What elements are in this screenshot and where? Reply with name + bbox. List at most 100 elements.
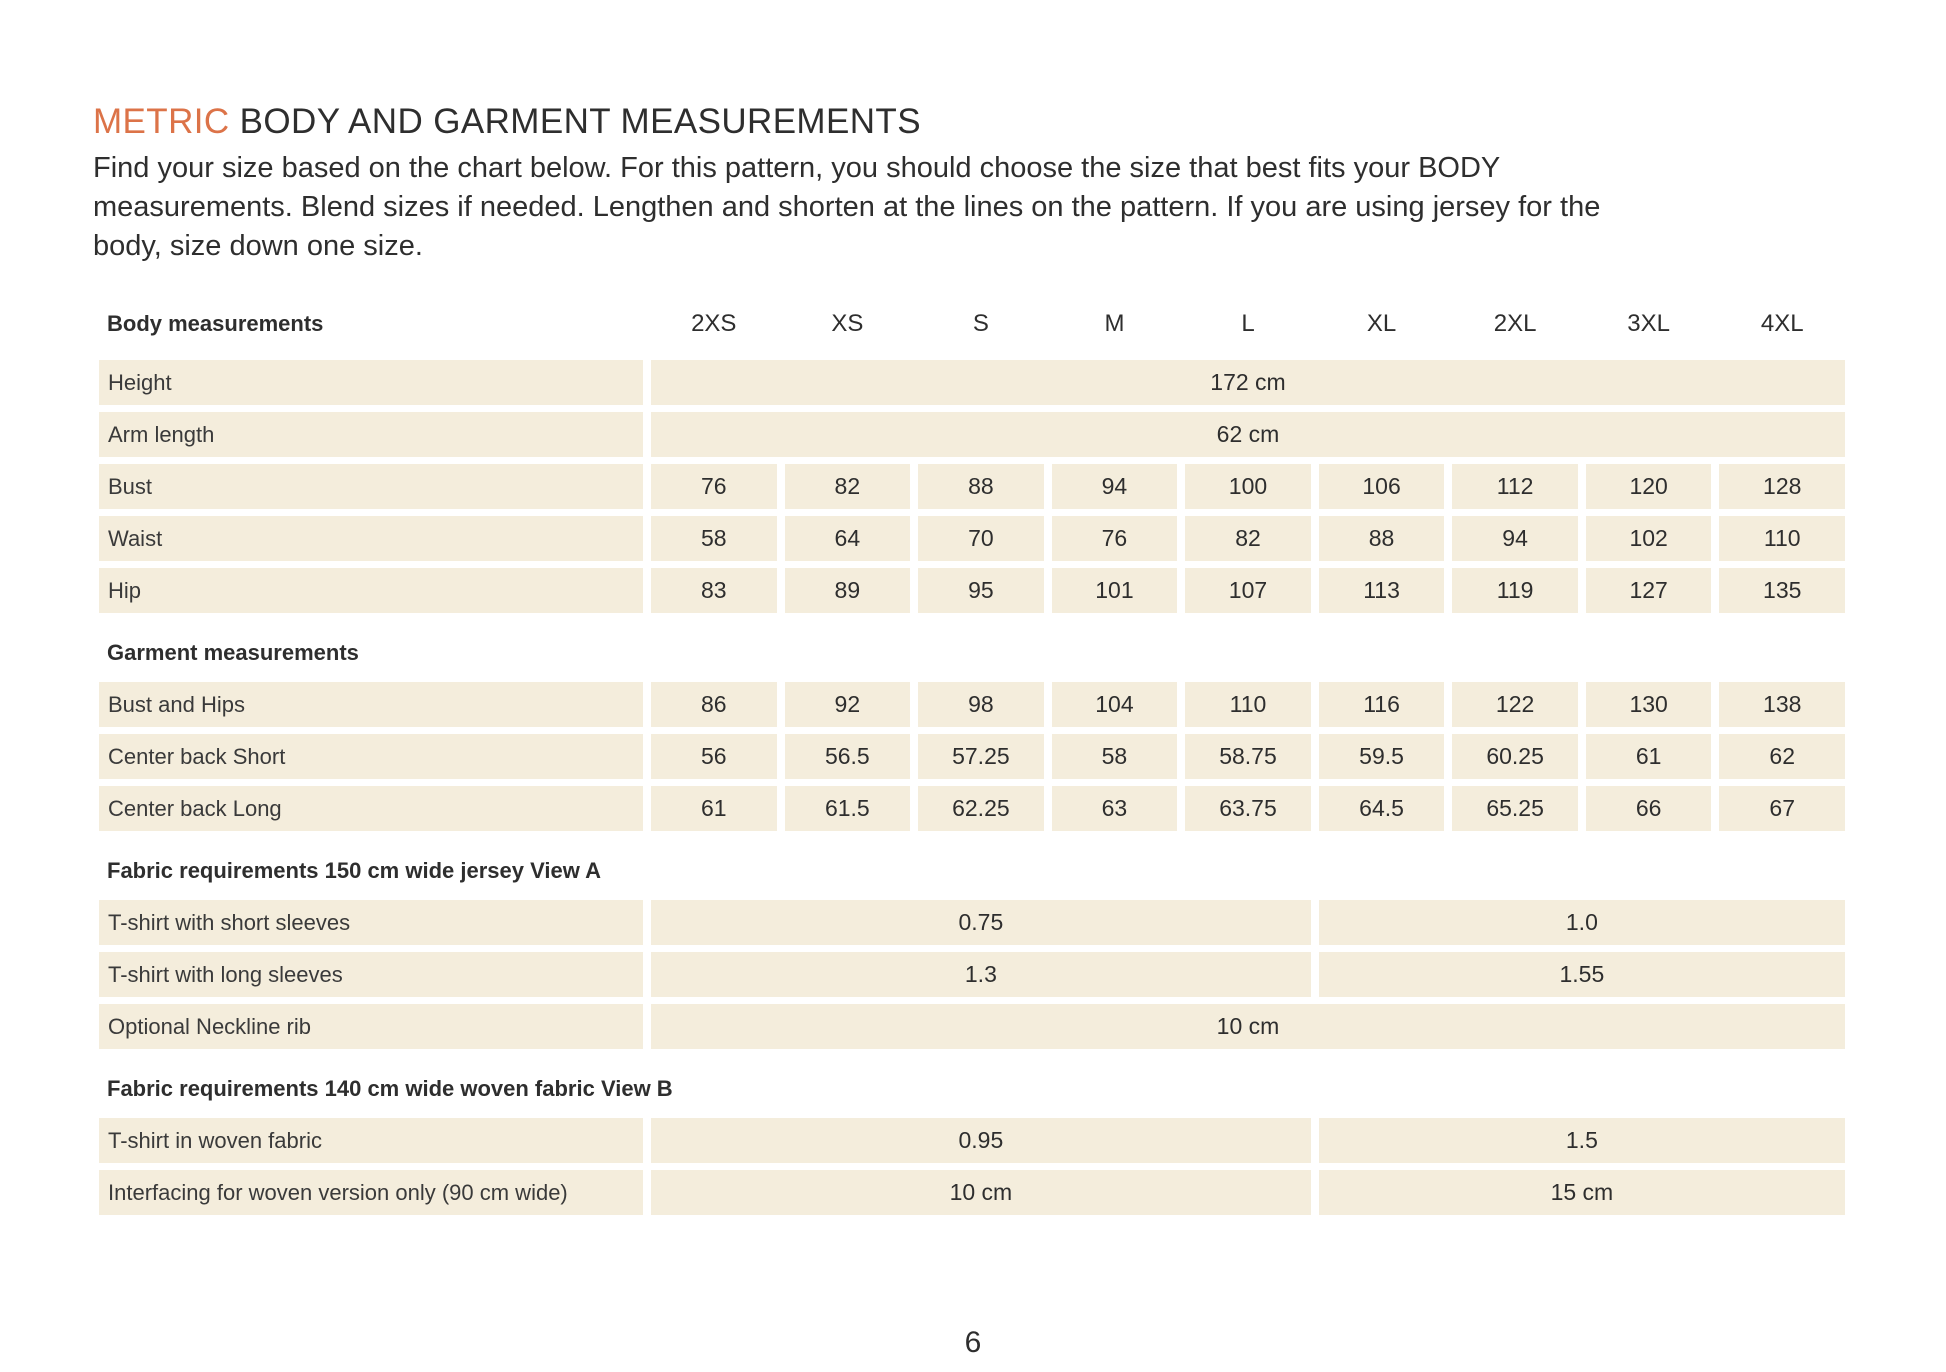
row-label: Bust	[99, 464, 643, 509]
table-row: T-shirt in woven fabric 0.95 1.5	[99, 1118, 1845, 1163]
size-value-cell: 113	[1318, 568, 1445, 613]
size-value-cell: 59.5	[1318, 734, 1445, 779]
row-label: Arm length	[99, 412, 643, 457]
size-value-cell: 61.5	[784, 786, 911, 831]
size-value-cell: 70	[918, 516, 1044, 561]
size-value-cell: 63.75	[1185, 786, 1311, 831]
row-value-sizes-xl-4xl: 15 cm	[1318, 1170, 1845, 1215]
size-value-cell: 58.75	[1185, 734, 1311, 779]
size-value-cell: 94	[1051, 464, 1178, 509]
row-label: Bust and Hips	[99, 682, 643, 727]
size-value-cell: 106	[1318, 464, 1445, 509]
section-header: Fabric requirements 140 cm wide woven fa…	[107, 1076, 673, 1101]
table-row: Center back Short 56 56.5 57.25 58 58.75 59.5 6…	[99, 734, 1845, 779]
row-value-sizes-2xs-l: 1.3	[651, 952, 1311, 997]
table-row: Waist 58 64 70 76 82 88 94 102 110	[99, 516, 1845, 561]
column-header-body-measurements: Body measurements	[107, 311, 324, 336]
intro-line: Find your size based on the chart below.…	[93, 152, 1501, 184]
size-column-header-s: S	[972, 310, 989, 337]
table-row: Bust and Hips 86 92 98 104 110 116 122 130 138	[99, 682, 1845, 727]
row-value-all-sizes: 172 cm	[651, 360, 1845, 405]
size-value-cell: 112	[1452, 464, 1578, 509]
row-label: T-shirt with short sleeves	[99, 900, 643, 945]
table-row: Arm length 62 cm	[99, 412, 1845, 457]
page-title: METRIC BODY AND GARMENT MEASUREMENTS	[93, 100, 1845, 144]
size-value-cell: 107	[1185, 568, 1311, 613]
page-content: METRIC BODY AND GARMENT MEASUREMENTS Fin…	[93, 100, 1845, 1222]
size-value-cell: 60.25	[1452, 734, 1578, 779]
size-column-header-2xs: 2XS	[691, 310, 737, 337]
row-label: Optional Neckline rib	[99, 1004, 643, 1049]
size-value-cell: 110	[1185, 682, 1311, 727]
size-value-cell: 56	[651, 734, 777, 779]
row-label: Height	[99, 360, 643, 405]
size-value-cell: 92	[784, 682, 911, 727]
row-value-sizes-2xs-l: 0.95	[651, 1118, 1311, 1163]
size-value-cell: 116	[1318, 682, 1445, 727]
row-label: T-shirt with long sleeves	[99, 952, 643, 997]
size-value-cell: 76	[651, 464, 777, 509]
table-row: T-shirt with long sleeves 1.3 1.55	[99, 952, 1845, 997]
size-value-cell: 65.25	[1452, 786, 1578, 831]
size-value-cell: 61	[651, 786, 777, 831]
row-value-sizes-xl-4xl: 1.5	[1318, 1118, 1845, 1163]
section-header: Garment measurements	[107, 640, 359, 665]
row-label: Interfacing for woven version only (90 c…	[99, 1170, 643, 1215]
size-value-cell: 64.5	[1318, 786, 1445, 831]
row-label: T-shirt in woven fabric	[99, 1118, 643, 1163]
size-value-cell: 127	[1585, 568, 1712, 613]
size-value-cell: 82	[1185, 516, 1311, 561]
size-value-cell: 61	[1585, 734, 1712, 779]
intro-line: measurements. Blend sizes if needed. Len…	[93, 191, 1601, 223]
size-value-cell: 62.25	[918, 786, 1044, 831]
size-value-cell: 98	[918, 682, 1044, 727]
size-value-cell: 67	[1719, 786, 1845, 831]
page-title-rest: BODY AND GARMENT MEASUREMENTS	[229, 102, 921, 141]
size-column-header-l: L	[1241, 310, 1255, 337]
size-value-cell: 62	[1719, 734, 1845, 779]
size-column-header-xs: XS	[831, 310, 864, 337]
row-value-sizes-2xs-l: 10 cm	[651, 1170, 1311, 1215]
row-value-sizes-2xs-l: 0.75	[651, 900, 1311, 945]
table-row: Hip 83 89 95 101 107 113 119 127 135	[99, 568, 1845, 613]
size-value-cell: 56.5	[784, 734, 911, 779]
size-value-cell: 86	[651, 682, 777, 727]
table-row: Bust 76 82 88 94 100 106 112 120 128	[99, 464, 1845, 509]
size-value-cell: 63	[1051, 786, 1178, 831]
size-value-cell: 89	[784, 568, 911, 613]
size-measurement-table: Body measurements 2XS XS S M L XL 2XL 3XL 4XL Heig…	[99, 308, 1845, 1215]
size-column-header-4xl: 4XL	[1760, 310, 1804, 337]
table-row: Height 172 cm	[99, 360, 1845, 405]
size-value-cell: 135	[1719, 568, 1845, 613]
size-value-cell: 138	[1719, 682, 1845, 727]
size-column-header-3xl: 3XL	[1627, 310, 1670, 337]
size-value-cell: 88	[918, 464, 1044, 509]
size-value-cell: 130	[1585, 682, 1712, 727]
size-column-header-m: M	[1104, 310, 1125, 337]
row-value-sizes-xl-4xl: 1.0	[1318, 900, 1845, 945]
page-title-highlight: METRIC	[93, 102, 230, 141]
size-value-cell: 88	[1318, 516, 1445, 561]
table-row: Center back Long 61 61.5 62.25 63 63.75 64.5 65…	[99, 786, 1845, 831]
row-label: Waist	[99, 516, 643, 561]
row-label: Center back Short	[99, 734, 643, 779]
size-value-cell: 76	[1051, 516, 1178, 561]
size-column-header-xl: XL	[1366, 310, 1397, 337]
size-value-cell: 110	[1719, 516, 1845, 561]
size-column-header-2xl: 2XL	[1493, 310, 1537, 337]
size-value-cell: 58	[1051, 734, 1178, 779]
size-value-cell: 58	[651, 516, 777, 561]
row-label: Hip	[99, 568, 643, 613]
table-row: Optional Neckline rib 10 cm	[99, 1004, 1845, 1049]
size-value-cell: 101	[1051, 568, 1178, 613]
size-value-cell: 83	[651, 568, 777, 613]
size-value-cell: 94	[1452, 516, 1578, 561]
intro-paragraph: Find your size based on the chart below.…	[93, 149, 1845, 266]
size-value-cell: 57.25	[918, 734, 1044, 779]
size-value-cell: 82	[784, 464, 911, 509]
size-value-cell: 128	[1719, 464, 1845, 509]
section-header: Fabric requirements 150 cm wide jersey V…	[107, 858, 602, 883]
size-value-cell: 66	[1585, 786, 1712, 831]
size-value-cell: 122	[1452, 682, 1578, 727]
